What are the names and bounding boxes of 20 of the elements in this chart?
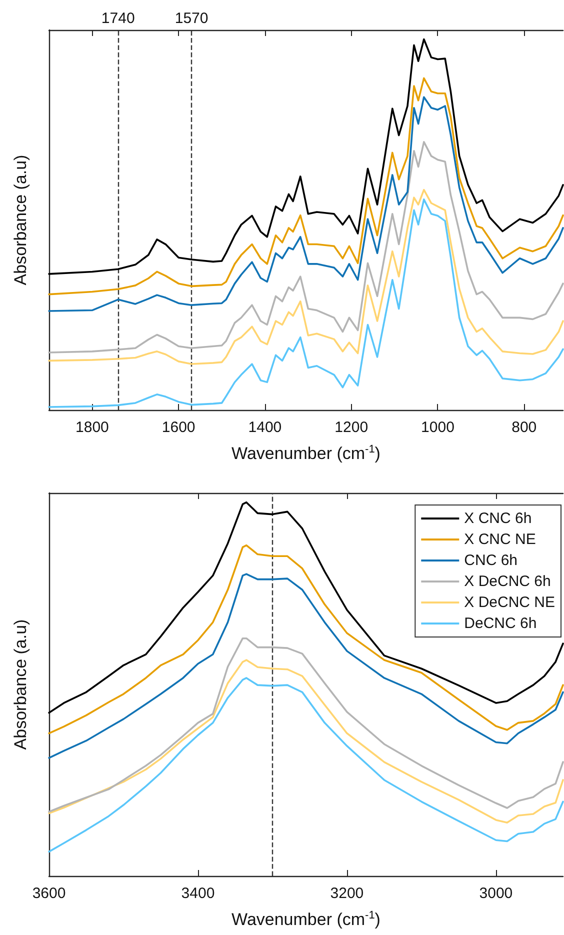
x-tick-label: 3400 xyxy=(181,885,215,902)
ref-line-label: 1570 xyxy=(174,10,208,27)
legend-label: X CNC NE xyxy=(464,531,536,548)
legend-label: X CNC 6h xyxy=(464,510,532,527)
x-tick-label: 800 xyxy=(512,419,537,436)
y-axis-title: Absorbance (a.u) xyxy=(11,619,30,750)
legend-label: CNC 6h xyxy=(464,552,518,569)
x-tick-label: 1600 xyxy=(162,419,196,436)
x-tick-label: 3600 xyxy=(32,885,66,902)
legend-label: X DeCNC NE xyxy=(464,594,556,611)
legend-label: DeCNC 6h xyxy=(464,615,537,632)
x-tick-label: 1400 xyxy=(248,419,282,436)
x-tick-label: 1200 xyxy=(334,419,368,436)
x-tick-label: 1800 xyxy=(76,419,109,436)
ref-line-label: 1740 xyxy=(101,10,135,27)
x-tick-label: 3000 xyxy=(479,885,513,902)
y-axis-title: Absorbance (a.u) xyxy=(11,154,30,286)
x-tick-label: 3200 xyxy=(330,885,364,902)
x-tick-label: 1000 xyxy=(421,419,454,436)
legend-label: X DeCNC 6h xyxy=(464,573,551,590)
